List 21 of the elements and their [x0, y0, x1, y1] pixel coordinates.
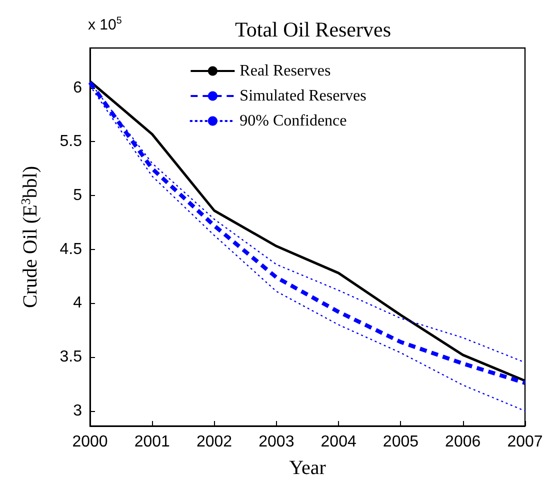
x-tick-label: 2003: [258, 434, 294, 450]
y-tick-label: 3.5: [60, 348, 82, 366]
y-tick-label: 4: [73, 294, 82, 312]
x-tick-label: 2000: [72, 434, 108, 450]
y-tick-label: 3: [73, 402, 82, 420]
legend-label: Simulated Reserves: [240, 88, 366, 104]
x-tick-label: 2007: [507, 434, 543, 450]
x-tick-label: 2005: [382, 434, 419, 450]
y-tick-label: 4.5: [60, 240, 82, 258]
x-tick-label: 2002: [196, 434, 232, 450]
x-axis-title: Year: [289, 457, 326, 479]
y-tick-label: 6: [73, 79, 82, 96]
legend-label: Real Reserves: [240, 62, 331, 80]
y-axis-title: Crude Oil (E3bbl): [18, 166, 42, 308]
legend-label: 90% Confidence: [240, 112, 347, 130]
y-tick-label: 5.5: [60, 133, 82, 150]
chart-title: Total Oil Reserves: [235, 18, 391, 42]
x-tick-label: 2006: [445, 434, 481, 450]
x-tick-label: 2001: [134, 434, 170, 450]
y-tick-label: 5: [73, 187, 82, 204]
x-tick-label: 2004: [320, 434, 356, 450]
